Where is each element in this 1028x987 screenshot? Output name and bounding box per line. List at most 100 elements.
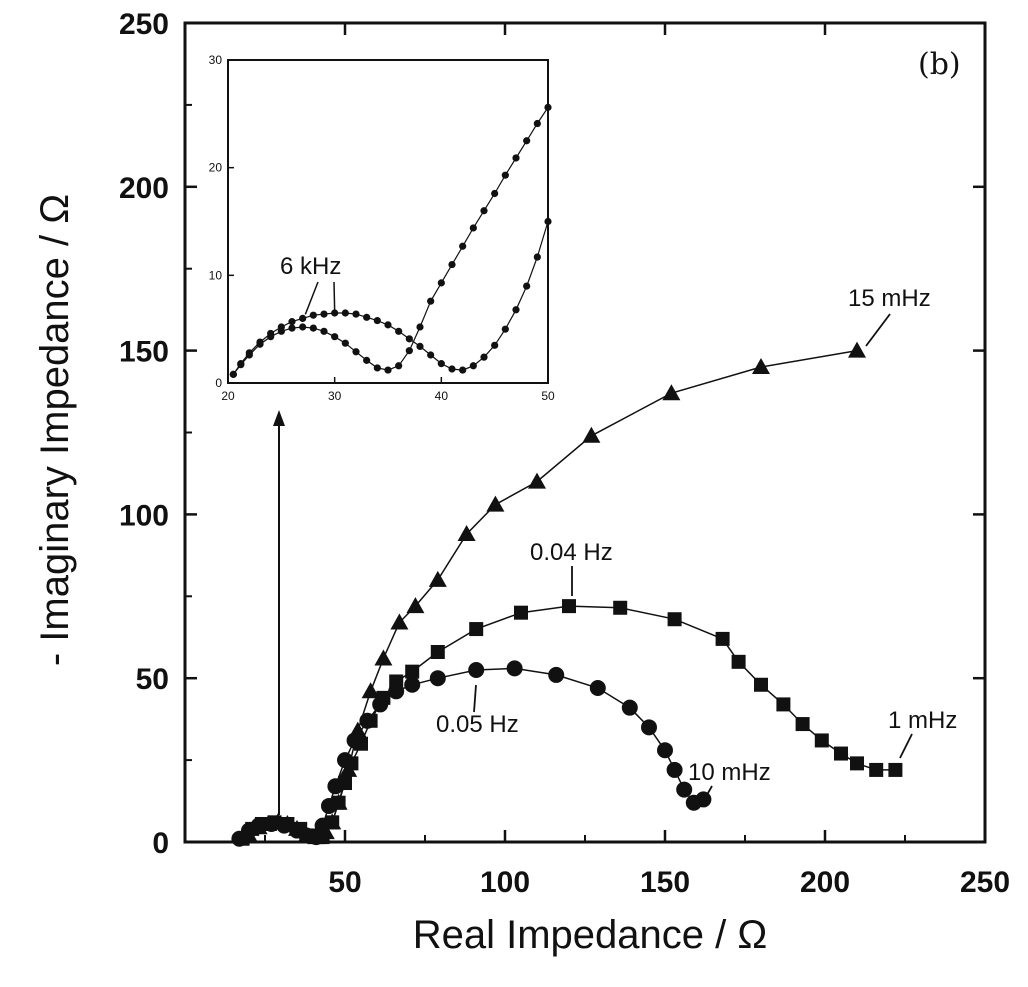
- circle-point: [589, 680, 606, 697]
- inset-point: [309, 311, 317, 319]
- circle-point: [548, 666, 565, 683]
- inset-point: [544, 103, 552, 111]
- inset-point: [501, 325, 509, 333]
- inset-point: [416, 323, 424, 331]
- triangle-point: [361, 682, 380, 699]
- inset: 20 30 40 50 0 10 20 30 6 kHz: [209, 53, 555, 815]
- inset-point: [533, 119, 541, 128]
- square-point: [834, 746, 848, 761]
- y-tick-label: 50: [136, 663, 169, 696]
- inset-point: [363, 356, 371, 364]
- inset-point: [491, 189, 499, 198]
- circle-point: [346, 732, 363, 749]
- inset-point: [363, 313, 371, 321]
- inset-point: [288, 318, 296, 326]
- inset-x-tick-label: 50: [541, 389, 555, 403]
- square-point: [754, 677, 768, 692]
- triangle-point: [662, 384, 681, 401]
- inset-point: [341, 309, 349, 317]
- square-point: [405, 664, 420, 679]
- inset-point: [448, 365, 456, 373]
- x-tick-label: 150: [640, 866, 690, 899]
- circle-point: [506, 660, 523, 677]
- circle-point: [314, 817, 331, 834]
- panel-label: (b): [918, 47, 961, 82]
- circle-point: [429, 670, 446, 687]
- inset-series-right-arc: [229, 217, 552, 378]
- inset-point: [459, 242, 467, 250]
- inset-point: [256, 338, 264, 346]
- x-axis-title: Real Impedance / Ω: [413, 913, 768, 957]
- inset-y-tick-label: 0: [215, 376, 222, 390]
- inset-point: [523, 282, 531, 290]
- inset-point: [480, 207, 488, 215]
- inset-point: [245, 349, 253, 357]
- square-point: [888, 762, 903, 777]
- triangle-point: [406, 597, 425, 614]
- square-point: [795, 717, 810, 732]
- annotation-arrow: [703, 785, 713, 801]
- inset-point: [267, 329, 275, 338]
- inset-point: [533, 253, 541, 261]
- circle-point: [250, 817, 267, 834]
- square-point: [514, 605, 528, 620]
- annotation-label: 0.04 Hz: [530, 539, 613, 566]
- inset-point: [341, 339, 349, 347]
- inset-point: [437, 360, 445, 368]
- inset-y-tick-label: 10: [209, 268, 223, 282]
- inset-point: [395, 362, 403, 370]
- inset-x-tick-label: 30: [328, 389, 342, 403]
- inset-y-tick-label: 30: [209, 53, 223, 67]
- inset-point: [384, 321, 392, 329]
- annotation-arrow: [473, 684, 477, 713]
- circle-point: [321, 797, 337, 814]
- inset-point: [352, 348, 360, 356]
- circle-point: [327, 778, 344, 795]
- inset-series-left-arc: [229, 103, 552, 378]
- square-point: [869, 762, 884, 777]
- inset-point: [405, 347, 413, 355]
- inset-point: [523, 137, 531, 145]
- circle-point: [388, 683, 405, 700]
- circle-point: [276, 817, 293, 834]
- inset-point: [501, 171, 509, 179]
- square-point: [731, 654, 746, 669]
- circle-point: [468, 662, 485, 679]
- annotation-label: 1 mHz: [888, 707, 957, 734]
- x-tick-label: 100: [480, 866, 530, 899]
- inset-x-tick-label: 20: [221, 389, 235, 403]
- circle-point: [676, 781, 693, 798]
- y-tick-label: 150: [119, 336, 169, 369]
- inset-annotation-label: 6 kHz: [280, 253, 341, 280]
- circle-point: [263, 815, 280, 832]
- square-point: [667, 612, 682, 627]
- inset-point: [277, 323, 285, 331]
- inset-point: [512, 154, 520, 162]
- square-point: [850, 756, 864, 771]
- inset-point: [229, 370, 237, 378]
- inset-point: [459, 366, 467, 374]
- inset-y-tick-label: 20: [209, 161, 223, 175]
- annotations: 15 mHz 0.04 Hz 0.05 Hz 1 mHz 10 mHz: [436, 285, 957, 801]
- annotation-label: 15 mHz: [848, 285, 931, 312]
- inset-point: [395, 327, 403, 335]
- triangle-point: [457, 525, 476, 542]
- inset-point: [448, 260, 456, 269]
- series-circles: [231, 660, 712, 847]
- triangle-point: [582, 426, 601, 443]
- x-tick-label: 50: [328, 866, 361, 899]
- x-tick-label: 250: [960, 866, 1010, 899]
- triangle-point: [752, 357, 770, 374]
- series-triangles: [240, 341, 866, 845]
- inset-point: [416, 342, 424, 350]
- inset-point: [331, 309, 339, 317]
- inset-point: [384, 366, 392, 374]
- inset-point: [469, 224, 477, 232]
- circle-point: [641, 719, 657, 736]
- triangle-point: [390, 613, 409, 630]
- inset-point: [480, 353, 488, 361]
- main-series: [231, 341, 903, 847]
- inset-point: [309, 324, 317, 332]
- annotation-arrow: [865, 313, 891, 347]
- y-tick-label: 0: [152, 827, 169, 860]
